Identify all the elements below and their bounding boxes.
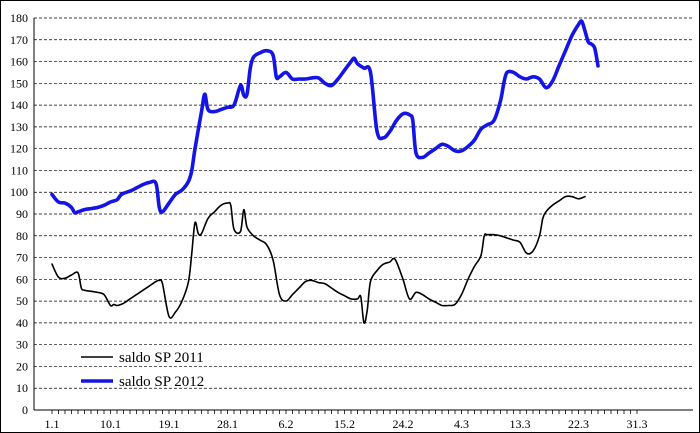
axes [33, 18, 693, 414]
y-tick-label: 40 [16, 316, 28, 330]
y-axis-tick-labels: 0 10 20 30 40 50 60 70 80 90 100 110 120 130 140 150 160… [10, 11, 28, 417]
x-tick-label: 19.1 [159, 417, 180, 431]
y-tick-label: 60 [16, 272, 28, 286]
y-tick-label: 50 [16, 294, 28, 308]
legend-label-series-2012: saldo SP 2012 [119, 374, 204, 390]
y-tick-label: 130 [10, 120, 28, 134]
y-tick-label: 80 [16, 229, 28, 243]
data-series [50, 19, 600, 325]
y-tick-label: 30 [16, 338, 28, 352]
y-tick-label: 0 [22, 403, 28, 417]
y-tick-label: 140 [10, 98, 28, 112]
series-line-2012 [50, 19, 600, 215]
y-tick-label: 100 [10, 185, 28, 199]
y-tick-label: 10 [16, 381, 28, 395]
y-tick-label: 110 [10, 163, 28, 177]
x-tick-label: 22.3 [568, 417, 589, 431]
x-axis-tick-labels: 1.1 10.1 19.1 28.1 6.2 15.2 24.2 4.3 13.3 22.3 31.… [45, 417, 648, 431]
y-tick-label: 70 [16, 251, 28, 265]
y-tick-label: 150 [10, 76, 28, 90]
x-tick-label: 31.3 [627, 417, 648, 431]
y-tick-label: 90 [16, 207, 28, 221]
y-tick-label: 20 [16, 359, 28, 373]
y-tick-label: 170 [10, 33, 28, 47]
series-line-2011 [51, 195, 586, 325]
x-tick-label: 4.3 [454, 417, 469, 431]
x-tick-label: 1.1 [45, 417, 60, 431]
legend-label-series-2011: saldo SP 2011 [119, 350, 204, 366]
y-tick-label: 180 [10, 11, 28, 25]
x-tick-label: 24.2 [393, 417, 414, 431]
gridlines [34, 17, 693, 389]
x-tick-label: 6.2 [279, 417, 294, 431]
x-tick-label: 10.1 [100, 417, 121, 431]
y-tick-label: 160 [10, 55, 28, 69]
x-tick-label: 13.3 [510, 417, 531, 431]
legend: saldo SP 2011 saldo SP 2012 [81, 350, 204, 390]
x-tick-label: 28.1 [217, 417, 238, 431]
y-tick-label: 120 [10, 142, 28, 156]
x-tick-label: 15.2 [334, 417, 355, 431]
